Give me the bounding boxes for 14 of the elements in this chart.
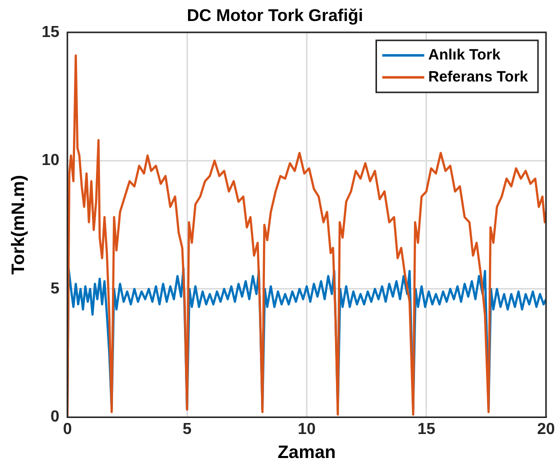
x-tick-label: 5 bbox=[182, 421, 192, 438]
x-tick-label: 20 bbox=[537, 421, 555, 438]
y-tick-label: 15 bbox=[42, 24, 60, 41]
y-tick-label: 10 bbox=[42, 152, 60, 170]
x-tick-label: 15 bbox=[417, 421, 436, 438]
chart-title: DC Motor Tork Grafiği bbox=[186, 6, 364, 25]
x-axis-title: Zaman bbox=[278, 442, 336, 462]
y-tick-label: 5 bbox=[50, 280, 60, 298]
legend-label: Anlık Tork bbox=[428, 46, 502, 64]
y-tick-label: 0 bbox=[50, 408, 60, 426]
x-tick-label: 10 bbox=[298, 421, 316, 438]
legend-label: Referans Tork bbox=[428, 68, 529, 86]
y-axis-title: Tork(mN.m) bbox=[8, 174, 28, 275]
x-tick-label: 0 bbox=[62, 421, 72, 438]
